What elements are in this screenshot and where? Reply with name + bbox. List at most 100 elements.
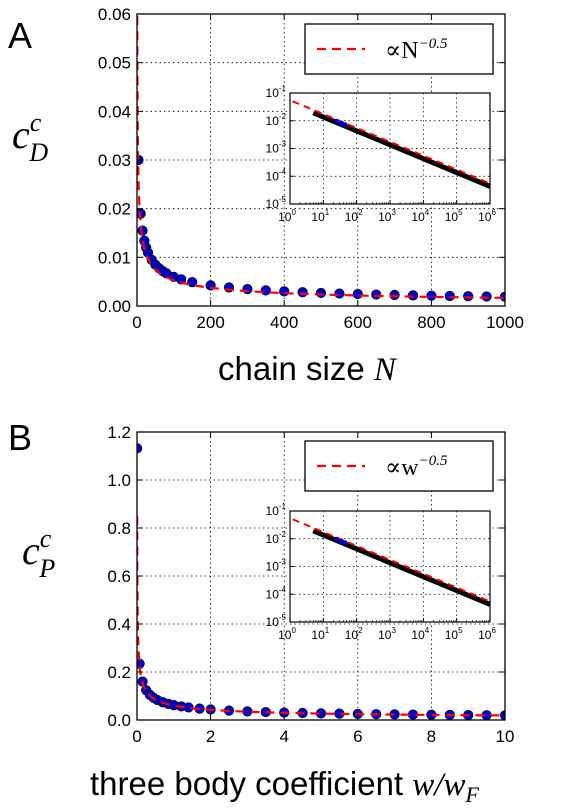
y-axis-label: cc D (12, 108, 48, 167)
inset-x-tick-exp: 3 (391, 626, 396, 635)
y-tick-label: 0.05 (98, 54, 131, 73)
inset-x-tick-label: 101 (311, 208, 329, 224)
inset-y-tick-base: 10 (266, 560, 280, 574)
inset-y-tick-label: 10-2 (266, 112, 287, 128)
inset-x-tick-exp: 0 (291, 208, 296, 217)
y-tick-label: 0.02 (98, 200, 131, 219)
inset: 100 101 102 103 104 105 10610-110-210-310-410-… (266, 84, 497, 224)
inset-x-tick-label: 102 (345, 208, 363, 224)
inset-y-tick-label: 10-3 (266, 558, 287, 574)
y-axis-label-main: c (12, 112, 30, 157)
y-tick-label: 0.00 (98, 297, 131, 316)
x-tick-label: 8 (427, 727, 436, 746)
fit-line (137, 14, 505, 299)
inset-y-tick-label: 10-1 (266, 502, 287, 518)
y-tick-label: 0.2 (107, 663, 131, 682)
y-axis-label-sub: D (28, 138, 48, 167)
y-tick-label: 0.03 (98, 151, 131, 170)
inset-y-tick-label: 10-5 (266, 613, 287, 629)
data-point (315, 287, 327, 299)
x-axis-label-math: N (373, 352, 398, 388)
data-point (176, 274, 187, 285)
x-tick-label: 6 (353, 727, 362, 746)
data-point (407, 290, 419, 301)
inset-y-tick-label: 10-3 (266, 140, 287, 156)
inset-x-tick-label: 103 (378, 626, 396, 642)
y-axis-label: cc P (22, 524, 55, 583)
x-tick-label: 0 (132, 727, 141, 746)
inset-x-tick-exp: 4 (425, 208, 430, 217)
inset-x-tick-label: 106 (478, 626, 496, 642)
inset-x-tick-label: 105 (445, 626, 463, 642)
inset-x-tick-label: 105 (445, 208, 463, 224)
legend-label: ∝N−0.5 (385, 36, 448, 64)
x-tick-label: 600 (344, 313, 372, 332)
data-point (371, 289, 382, 300)
inset-x-tick-base: 10 (378, 210, 392, 224)
panel-label: A (8, 15, 32, 56)
data-point (187, 277, 198, 288)
data-point (297, 287, 308, 298)
inset-x-tick-base: 10 (445, 628, 459, 642)
x-tick-label: 200 (196, 313, 224, 332)
inset-data-point (334, 536, 340, 542)
y-axis-label-main: c (22, 528, 40, 573)
panel-label: B (8, 417, 32, 458)
inset-frame (289, 510, 491, 623)
inset-x-tick-exp: 2 (358, 208, 363, 217)
x-tick-label: 400 (270, 313, 298, 332)
inset-y-tick-label: 10-1 (266, 84, 287, 100)
inset-y-tick-label: 10-2 (266, 530, 287, 546)
y-axis-label-sup: c (30, 108, 42, 137)
y-tick-label: 1.2 (107, 423, 131, 442)
inset-x-tick-label: 104 (411, 208, 429, 224)
x-axis-label-math: w/w (412, 767, 465, 803)
inset-x-tick-exp: 5 (458, 626, 463, 635)
data-layer (137, 14, 505, 302)
inset-y-tick-label: 10-4 (266, 167, 287, 183)
x-tick-label: 10 (496, 727, 515, 746)
data-point (242, 284, 253, 295)
inset-y-tick-base: 10 (266, 532, 280, 546)
inset-x-tick-label: 106 (478, 208, 496, 224)
inset-y-tick-base: 10 (266, 169, 280, 183)
legend-label-main: ∝N (385, 38, 419, 64)
data-point (352, 288, 363, 300)
inset-x-tick-exp: 3 (391, 208, 396, 217)
y-tick-label: 0.01 (98, 248, 131, 267)
inset-x-tick-exp: 6 (491, 626, 496, 635)
x-tick-label: 0 (132, 313, 141, 332)
inset-x-tick-base: 10 (411, 210, 425, 224)
inset-y-tick-base: 10 (266, 615, 280, 629)
inset-x-tick-label: 103 (378, 208, 396, 224)
legend-box (304, 23, 494, 75)
inset-y-tick-exp: -1 (279, 84, 287, 93)
panel-A: 0 200 400 600 800 10000.000.010.020.030.040.0… (8, 5, 524, 388)
inset-x-tick-exp: 6 (491, 208, 496, 217)
x-axis-label: three body coefficient w/wF (90, 765, 479, 807)
inset-x-tick-base: 10 (445, 210, 459, 224)
inset-y-tick-base: 10 (266, 587, 280, 601)
x-tick-label: 800 (417, 313, 445, 332)
inset-y-tick-exp: -3 (279, 558, 287, 567)
y-tick-label: 0.06 (98, 5, 131, 24)
data-point (279, 286, 290, 297)
inset: 100 101 102 103 104 105 10610-110-210-310-410-… (266, 502, 497, 642)
inset-y-tick-exp: -5 (279, 195, 287, 204)
inset-data-point (342, 122, 348, 128)
legend-label-sup: −0.5 (419, 36, 448, 52)
x-axis-label: chain size N (218, 350, 398, 388)
inset-x-tick-base: 10 (345, 628, 359, 642)
inset-y-tick-label: 10-4 (266, 585, 287, 601)
inset-x-tick-exp: 1 (325, 208, 330, 217)
inset-x-tick-label: 100 (278, 208, 296, 224)
inset-y-tick-exp: -4 (279, 585, 287, 594)
y-axis-label-sup: c (40, 524, 52, 553)
inset-y-tick-label: 10-5 (266, 195, 287, 211)
inset-x-tick-exp: 5 (458, 208, 463, 217)
y-tick-label: 1.0 (107, 471, 131, 490)
fit-line (137, 516, 505, 717)
inset-x-tick-base: 10 (311, 628, 325, 642)
data-point (260, 285, 271, 296)
